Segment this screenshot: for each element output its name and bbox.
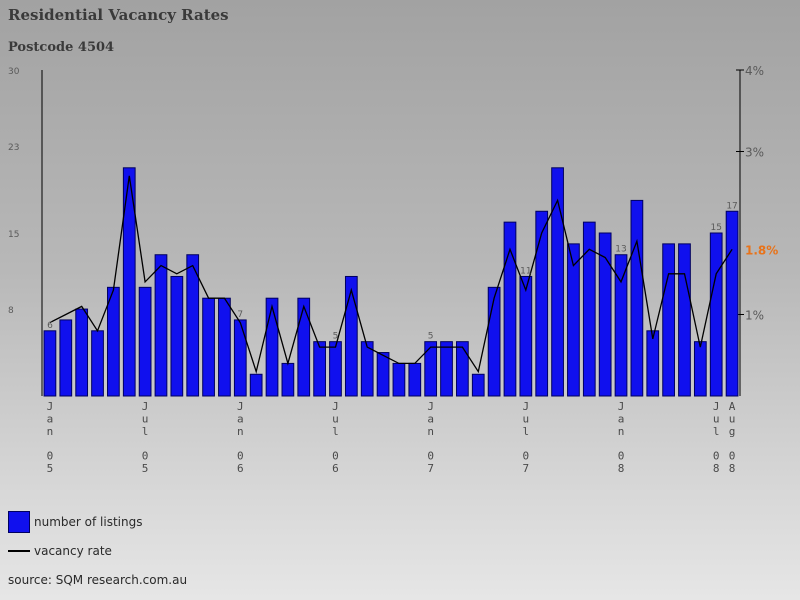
bar bbox=[154, 254, 168, 397]
bar bbox=[567, 243, 580, 397]
bar bbox=[329, 341, 342, 397]
bar bbox=[313, 341, 326, 397]
bar bbox=[344, 275, 358, 397]
bar bbox=[233, 319, 247, 397]
bar bbox=[170, 275, 184, 397]
bar bbox=[662, 243, 675, 397]
bar bbox=[471, 373, 485, 397]
bar bbox=[456, 341, 469, 397]
bar-value-label: 11 bbox=[520, 266, 531, 276]
bar bbox=[487, 286, 501, 397]
bar bbox=[75, 308, 89, 397]
bar bbox=[297, 297, 311, 397]
bar bbox=[693, 341, 707, 397]
bar bbox=[186, 254, 200, 397]
bar bbox=[646, 330, 660, 397]
bar bbox=[265, 297, 279, 397]
vacancy-line bbox=[49, 175, 733, 374]
bar-value-label: 13 bbox=[615, 245, 626, 255]
bar bbox=[709, 232, 723, 397]
bar bbox=[630, 199, 644, 397]
bar-value-label: 17 bbox=[726, 201, 737, 211]
bar bbox=[551, 167, 564, 397]
bar bbox=[138, 286, 152, 397]
bar bbox=[107, 286, 120, 397]
right-tick-label: 1% bbox=[745, 309, 764, 323]
bar bbox=[91, 330, 104, 397]
bar bbox=[503, 221, 517, 397]
legend-vacancy-label: vacancy rate bbox=[34, 544, 112, 558]
bar-value-label: 5 bbox=[333, 332, 339, 342]
bar-value-label: 5 bbox=[428, 332, 434, 342]
bar bbox=[360, 341, 374, 397]
legend-vacancy: vacancy rate bbox=[8, 544, 112, 558]
current-rate-label: 1.8% bbox=[745, 243, 778, 257]
right-tick-label: 3% bbox=[745, 146, 764, 160]
chart-title: Residential Vacancy Rates bbox=[8, 6, 229, 24]
bar bbox=[725, 210, 739, 397]
legend-listings: number of listings bbox=[8, 511, 142, 533]
legend-listings-label: number of listings bbox=[34, 515, 143, 529]
bar bbox=[519, 275, 533, 397]
bar-value-label: 6 bbox=[47, 321, 53, 331]
right-tick-label: 4% bbox=[745, 64, 764, 78]
bar bbox=[535, 210, 549, 397]
bar bbox=[249, 373, 263, 397]
bar bbox=[598, 232, 612, 397]
legend-line-swatch bbox=[8, 550, 30, 552]
chart-subtitle: Postcode 4504 bbox=[8, 40, 115, 55]
bar-value-label: 15 bbox=[710, 223, 721, 233]
left-tick-label: 15 bbox=[8, 230, 19, 240]
bar bbox=[440, 341, 453, 397]
source-note: source: SQM research.com.au bbox=[8, 573, 188, 587]
bar bbox=[43, 330, 57, 397]
bar-value-label: 7 bbox=[237, 310, 243, 320]
bar bbox=[678, 243, 691, 397]
bar bbox=[202, 297, 215, 397]
bar bbox=[59, 319, 73, 397]
bar bbox=[582, 221, 596, 397]
bar bbox=[376, 352, 390, 397]
bar bbox=[424, 341, 438, 397]
bar bbox=[408, 362, 422, 397]
left-tick-label: 8 bbox=[8, 306, 14, 316]
bar bbox=[122, 167, 136, 397]
left-tick-label: 30 bbox=[8, 67, 20, 77]
left-tick-label: 23 bbox=[8, 143, 19, 153]
bar bbox=[281, 362, 295, 397]
bar bbox=[614, 254, 628, 397]
bar bbox=[392, 362, 406, 397]
legend-bar-swatch bbox=[8, 511, 30, 533]
bar bbox=[218, 297, 231, 397]
